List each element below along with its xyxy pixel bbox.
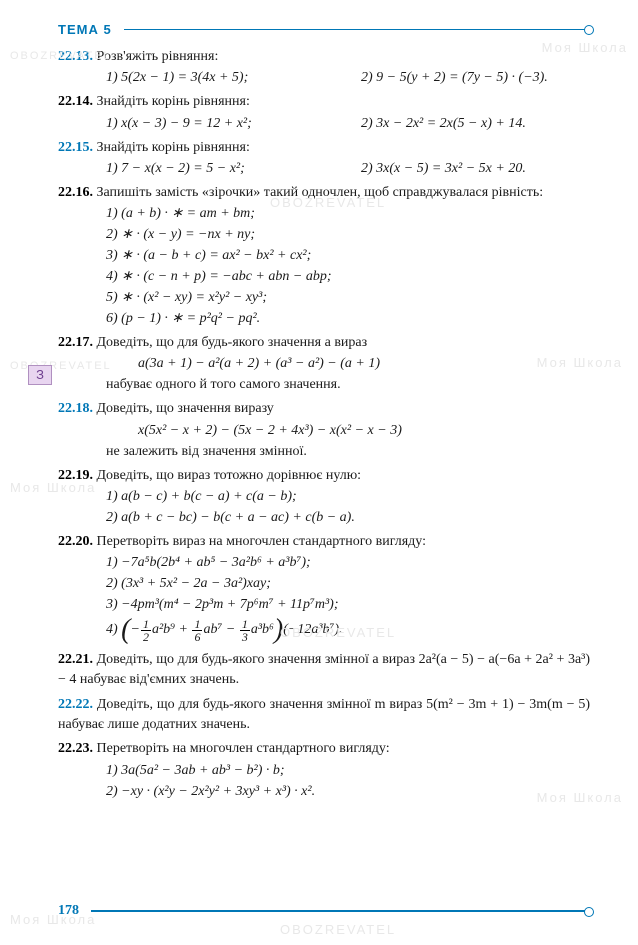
sub-item: 5) ∗ · (x² − xy) = x²y² − xy³; [58, 287, 590, 308]
problem-number: 22.22. [58, 697, 93, 712]
header-rule [124, 29, 590, 31]
problem-text: Доведіть, що для будь-якого значення змі… [58, 697, 590, 732]
sub-item: 2) 3x(x − 5) = 3x² − 5x + 20. [361, 158, 590, 179]
sub-item: 2) ∗ · (x − y) = −nx + ny; [58, 224, 590, 245]
problem-text: Доведіть, що для будь-якого значення a в… [97, 335, 368, 350]
problem-number: 22.19. [58, 468, 93, 483]
sub-item: 2) 3x − 2x² = 2x(5 − x) + 14. [361, 113, 590, 134]
problem-text: Перетворіть вираз на многочлен стандартн… [97, 534, 427, 549]
problem-number: 22.14. [58, 94, 93, 109]
sub-item: 2) (3x³ + 5x² − 2a − 3a²)xay; [58, 573, 590, 594]
problem-text: Знайдіть корінь рівняння: [97, 94, 250, 109]
problem-text: Доведіть, що вираз тотожно дорівнює нулю… [97, 468, 362, 483]
sub-item: 1) 3a(5a² − 3ab + ab³ − b²) · b; [58, 760, 590, 781]
problem-number: 22.13. [58, 49, 93, 64]
problem-number: 22.21. [58, 652, 93, 667]
page-header: ТЕМА 5 [0, 0, 638, 41]
problem-number: 22.17. [58, 335, 93, 350]
footer-rule [91, 910, 590, 912]
sub-item: 3) ∗ · (a − b + c) = ax² − bx² + cx²; [58, 245, 590, 266]
sub-item: 1) x(x − 3) − 9 = 12 + x²; [106, 113, 361, 134]
problem-22-17: 22.17. Доведіть, що для будь-якого значе… [58, 333, 590, 395]
problem-tail: не залежить від значення змінної. [58, 441, 590, 462]
problem-text: Перетворіть на многочлен стандартного ви… [97, 741, 390, 756]
sub-item: 1) (a + b) · ∗ = am + bm; [58, 203, 590, 224]
sub-item: 2) 9 − 5(y + 2) = (7y − 5) · (−3). [361, 67, 590, 88]
sub-item: 2) −xy · (x²y − 2x²y² + 3xy³ + x³) · x². [58, 781, 590, 802]
problem-number: 22.18. [58, 401, 93, 416]
problem-number: 22.23. [58, 741, 93, 756]
sub-item: 3) −4pm³(m⁴ − 2p³m + 7p⁶m⁷ + 11p⁷m³); [58, 594, 590, 615]
frac-tail: (−12a³b⁷). [283, 622, 342, 637]
problem-text: Розв'яжіть рівняння: [97, 49, 219, 64]
topic-label: ТЕМА 5 [58, 22, 112, 37]
page-footer: 178 [58, 903, 590, 919]
content-area: 22.13. Розв'яжіть рівняння: 1) 5(2x − 1)… [0, 41, 638, 802]
problem-22-14: 22.14. Знайдіть корінь рівняння: 1) x(x … [58, 92, 590, 133]
problem-number: 22.20. [58, 534, 93, 549]
problem-text: Запишіть замість «зірочки» такий одночле… [97, 185, 544, 200]
page-number: 178 [58, 903, 79, 919]
sub-item: 2) a(b + c − bc) − b(c + a − ac) + c(b −… [58, 507, 590, 528]
problem-22-20: 22.20. Перетворіть вираз на многочлен ст… [58, 532, 590, 646]
problem-22-22: 22.22. Доведіть, що для будь-якого значе… [58, 695, 590, 736]
problem-22-21: 22.21. Доведіть, що для будь-якого значе… [58, 650, 590, 691]
sub-item: 1) −7a⁵b(2b⁴ + ab⁵ − 3a²b⁶ + a³b⁷); [58, 552, 590, 573]
sub-item: 1) 7 − x(x − 2) = 5 − x²; [106, 158, 361, 179]
watermark: OBOZREVATEL [280, 922, 396, 937]
problem-text: Доведіть, що для будь-якого значення змі… [58, 652, 590, 687]
problem-22-18: 22.18. Доведіть, що значення виразу x(5x… [58, 399, 590, 461]
expression: x(5x² − x + 2) − (5x − 2 + 4x³) − x(x² −… [58, 420, 590, 441]
sub-item: 4) (−12a²b⁹ + 16ab⁷ − 13a³b⁶)(−12a³b⁷). [58, 615, 590, 646]
problem-22-13: 22.13. Розв'яжіть рівняння: 1) 5(2x − 1)… [58, 47, 590, 88]
problem-text: Доведіть, що значення виразу [97, 401, 274, 416]
problem-tail: набуває одного й того самого значення. [58, 374, 590, 395]
problem-22-19: 22.19. Доведіть, що вираз тотожно дорівн… [58, 466, 590, 528]
problem-number: 22.15. [58, 140, 93, 155]
sub-item: 4) ∗ · (c − n + p) = −abc + abn − abp; [58, 266, 590, 287]
problem-22-15: 22.15. Знайдіть корінь рівняння: 1) 7 − … [58, 138, 590, 179]
problem-22-23: 22.23. Перетворіть на многочлен стандарт… [58, 739, 590, 801]
sub-item: 1) 5(2x − 1) = 3(4x + 5); [106, 67, 361, 88]
expression: a(3a + 1) − a²(a + 2) + (a³ − a²) − (a +… [58, 353, 590, 374]
sub-item: 6) (p − 1) · ∗ = p²q² − pq². [58, 308, 590, 329]
problem-22-16: 22.16. Запишіть замість «зірочки» такий … [58, 183, 590, 329]
sub-item: 1) a(b − c) + b(c − a) + c(a − b); [58, 486, 590, 507]
difficulty-icon: З [28, 365, 52, 385]
problem-text: Знайдіть корінь рівняння: [97, 140, 250, 155]
problem-number: 22.16. [58, 185, 93, 200]
